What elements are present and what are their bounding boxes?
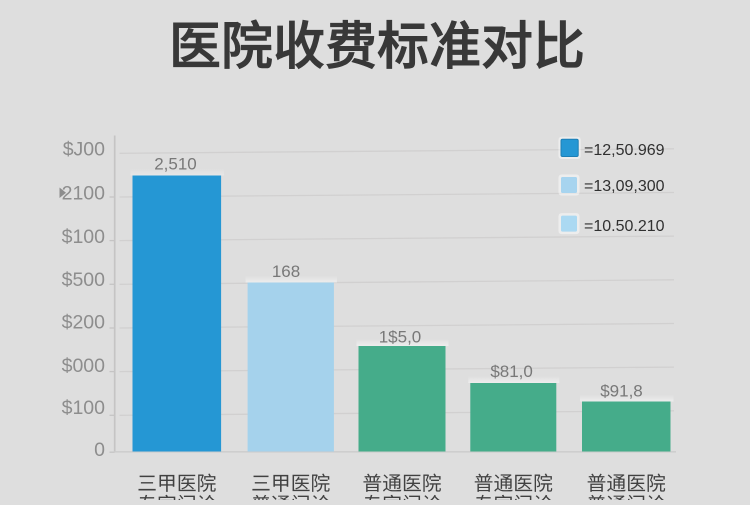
- svg-text:$91,8: $91,8: [600, 381, 643, 400]
- svg-text:1$5,0: 1$5,0: [379, 327, 422, 346]
- svg-text:$100: $100: [62, 397, 106, 419]
- svg-text:$100: $100: [62, 226, 106, 248]
- svg-text:0: 0: [94, 439, 105, 461]
- svg-text:$500: $500: [62, 269, 106, 291]
- svg-text:168: 168: [272, 262, 300, 281]
- svg-text:$000: $000: [62, 355, 106, 377]
- svg-text:2100: 2100: [62, 182, 106, 204]
- svg-text:$81,0: $81,0: [490, 362, 533, 381]
- svg-text:=10.50.210: =10.50.210: [584, 218, 665, 235]
- svg-text:2,510: 2,510: [154, 155, 197, 174]
- svg-text:$J00: $J00: [63, 139, 105, 161]
- svg-text:=12,50.969: =12,50.969: [584, 142, 665, 159]
- svg-text:$200: $200: [62, 312, 106, 334]
- svg-text:=13,09,300: =13,09,300: [584, 178, 665, 195]
